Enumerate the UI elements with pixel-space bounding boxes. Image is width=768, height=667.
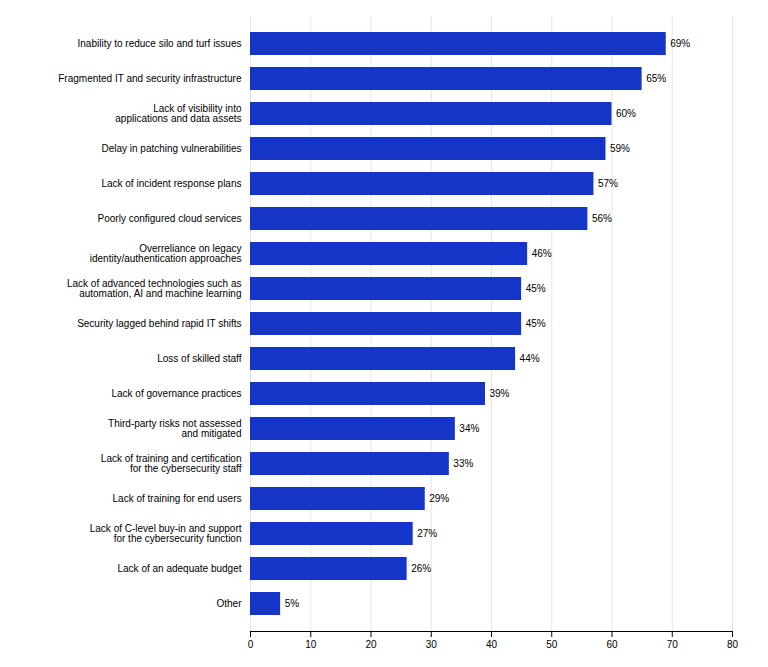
svg-text:Other: Other [216, 598, 242, 609]
svg-text:27%: 27% [417, 528, 437, 539]
svg-text:Third-party risks not assessed: Third-party risks not assessedand mitiga… [108, 418, 241, 439]
svg-text:30: 30 [426, 639, 438, 650]
svg-text:56%: 56% [592, 213, 612, 224]
svg-text:Lack of advanced technologies: Lack of advanced technologies such asaut… [67, 278, 242, 299]
svg-text:65%: 65% [646, 73, 666, 84]
svg-text:70: 70 [667, 639, 679, 650]
svg-text:69%: 69% [670, 38, 690, 49]
svg-text:10: 10 [305, 639, 317, 650]
svg-text:59%: 59% [610, 143, 630, 154]
svg-text:Lack of C-level buy-in and sup: Lack of C-level buy-in and supportfor th… [90, 523, 242, 544]
svg-text:Delay in patching vulnerabilit: Delay in patching vulnerabilities [101, 143, 241, 154]
svg-text:5%: 5% [285, 598, 300, 609]
svg-text:33%: 33% [453, 458, 473, 469]
svg-text:Lack of visibility intoapplica: Lack of visibility intoapplications and … [115, 103, 242, 124]
svg-text:45%: 45% [526, 318, 546, 329]
svg-text:Lack of an adequate budget: Lack of an adequate budget [118, 563, 242, 574]
svg-text:Lack of governance practices: Lack of governance practices [111, 388, 241, 399]
svg-text:29%: 29% [429, 493, 449, 504]
svg-text:Security lagged behind rapid I: Security lagged behind rapid IT shifts [77, 318, 241, 329]
svg-text:44%: 44% [520, 353, 540, 364]
svg-text:40: 40 [486, 639, 498, 650]
svg-text:Overreliance on legacyidentity: Overreliance on legacyidentity/authentic… [90, 243, 242, 264]
svg-text:34%: 34% [459, 423, 479, 434]
svg-text:26%: 26% [411, 563, 431, 574]
svg-text:Loss of skilled staff: Loss of skilled staff [157, 353, 242, 364]
svg-text:80: 80 [727, 639, 739, 650]
svg-text:Lack of training for end users: Lack of training for end users [113, 493, 242, 504]
svg-text:60%: 60% [616, 108, 636, 119]
svg-text:Fragmented IT and security inf: Fragmented IT and security infrastructur… [58, 73, 242, 84]
svg-text:46%: 46% [532, 248, 552, 259]
svg-text:39%: 39% [489, 388, 509, 399]
svg-text:20: 20 [365, 639, 377, 650]
svg-text:Lack of incident response plan: Lack of incident response plans [101, 178, 241, 189]
svg-text:Poorly configured cloud servic: Poorly configured cloud services [98, 213, 242, 224]
svg-text:Inability to reduce silo and t: Inability to reduce silo and turf issues [78, 38, 242, 49]
svg-text:50: 50 [546, 639, 558, 650]
svg-text:45%: 45% [526, 283, 546, 294]
svg-text:60: 60 [606, 639, 618, 650]
svg-text:Lack of training and certifica: Lack of training and certificationfor th… [101, 453, 242, 474]
svg-text:0: 0 [248, 639, 254, 650]
svg-text:57%: 57% [598, 178, 618, 189]
